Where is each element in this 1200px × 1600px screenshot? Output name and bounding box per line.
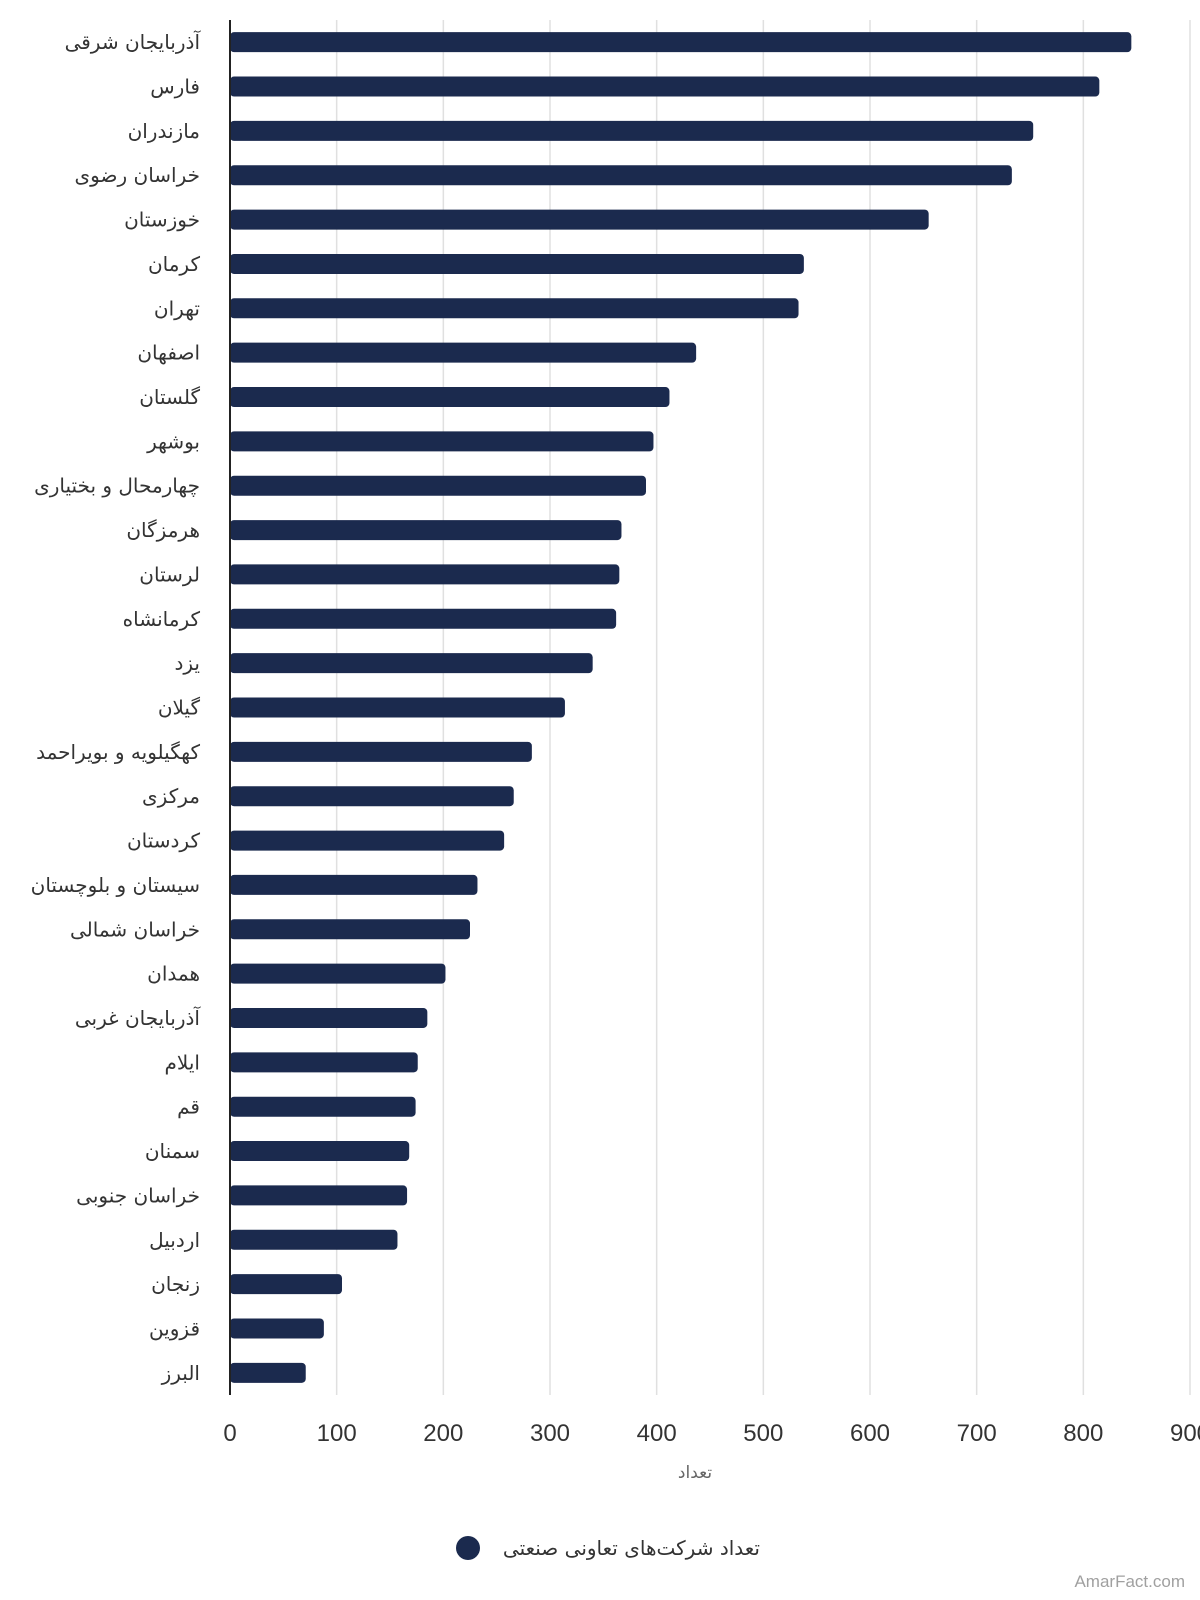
bar-2 bbox=[230, 120, 1034, 141]
bar-30 bbox=[230, 1362, 306, 1383]
bar-19 bbox=[230, 874, 478, 895]
category-label-23: ایلام bbox=[165, 1050, 200, 1074]
credit-text: AmarFact.com bbox=[1074, 1572, 1185, 1591]
bar-21 bbox=[230, 963, 446, 984]
category-label-12: لرستان bbox=[139, 562, 200, 586]
bar-24 bbox=[230, 1096, 416, 1117]
category-label-13: کرمانشاه bbox=[123, 607, 201, 631]
category-label-14: یزد bbox=[174, 651, 200, 675]
bar-26 bbox=[230, 1185, 408, 1206]
bar-20 bbox=[230, 919, 470, 940]
category-label-5: کرمان bbox=[148, 252, 201, 276]
gridlines bbox=[335, 20, 1191, 1395]
category-label-4: خوزستان bbox=[124, 208, 200, 232]
bar-27 bbox=[230, 1229, 398, 1250]
category-label-1: فارس bbox=[150, 75, 200, 99]
category-label-8: گلستان bbox=[139, 385, 200, 409]
bar-25 bbox=[230, 1141, 410, 1162]
x-axis-tick-labels: 0 100 200 300 400 500 600 700 800 900 bbox=[223, 1420, 1200, 1447]
bar-6 bbox=[230, 298, 799, 319]
category-label-11: هرمزگان bbox=[126, 518, 200, 542]
category-label-27: اردبیل bbox=[149, 1228, 200, 1252]
bar-17 bbox=[230, 786, 514, 807]
bar-4 bbox=[230, 209, 929, 230]
category-label-22: آذربایجان غربی bbox=[75, 1005, 202, 1030]
x-tick-label-600: 600 bbox=[850, 1420, 890, 1447]
x-tick-label-0: 0 bbox=[223, 1420, 236, 1447]
legend-marker bbox=[456, 1536, 480, 1560]
bar-13 bbox=[230, 608, 617, 629]
bar-12 bbox=[230, 564, 620, 585]
category-label-29: قزوین bbox=[149, 1316, 200, 1340]
category-label-7: اصفهان bbox=[137, 341, 200, 365]
bar-28 bbox=[230, 1274, 342, 1295]
bar-5 bbox=[230, 253, 804, 274]
category-label-9: بوشهر bbox=[146, 429, 200, 453]
category-labels: آذربایجان شرقی فارس مازندران خراسان رضوی خوز… bbox=[31, 29, 202, 1385]
bar-7 bbox=[230, 342, 697, 363]
category-label-21: همدان bbox=[147, 962, 200, 986]
bars bbox=[230, 32, 1132, 1383]
category-label-17: مرکزی bbox=[142, 784, 200, 808]
x-tick-label-200: 200 bbox=[423, 1420, 463, 1447]
bar-3 bbox=[230, 165, 1012, 186]
category-label-0: آذربایجان شرقی bbox=[65, 29, 202, 54]
bar-11 bbox=[230, 520, 622, 541]
x-tick-label-300: 300 bbox=[530, 1420, 570, 1447]
category-label-15: گیلان bbox=[158, 696, 201, 720]
bar-18 bbox=[230, 830, 505, 851]
bar-15 bbox=[230, 697, 565, 718]
category-label-10: چهارمحال و بختیاری bbox=[34, 474, 200, 498]
x-tick-label-500: 500 bbox=[743, 1420, 783, 1447]
bar-23 bbox=[230, 1052, 418, 1073]
category-label-6: تهران bbox=[154, 296, 200, 320]
bar-9 bbox=[230, 431, 654, 452]
category-label-30: البرز bbox=[161, 1361, 200, 1385]
category-label-26: خراسان جنوبی bbox=[76, 1183, 200, 1207]
x-tick-label-400: 400 bbox=[637, 1420, 677, 1447]
bar-10 bbox=[230, 475, 646, 496]
bar-0 bbox=[230, 32, 1132, 53]
x-axis-title: تعداد bbox=[678, 1463, 712, 1483]
bar-14 bbox=[230, 653, 593, 674]
category-label-19: سیستان و بلوچستان bbox=[31, 873, 200, 897]
category-label-24: قم bbox=[177, 1095, 200, 1119]
legend-label: تعداد شرکت‌های تعاونی صنعتی bbox=[503, 1536, 760, 1560]
category-label-28: زنجان bbox=[151, 1272, 200, 1296]
category-label-18: کردستان bbox=[127, 829, 201, 853]
bar-8 bbox=[230, 387, 670, 408]
category-label-20: خراسان شمالی bbox=[70, 917, 200, 941]
bar-1 bbox=[230, 76, 1100, 97]
x-tick-label-700: 700 bbox=[957, 1420, 997, 1447]
x-tick-label-800: 800 bbox=[1063, 1420, 1103, 1447]
bar-22 bbox=[230, 1007, 428, 1028]
x-tick-label-900: 900 bbox=[1170, 1420, 1200, 1447]
x-tick-label-100: 100 bbox=[317, 1420, 357, 1447]
category-label-3: خراسان رضوی bbox=[75, 163, 200, 187]
category-label-2: مازندران bbox=[128, 119, 200, 143]
category-label-16: کهگیلویه و بویراحمد bbox=[36, 740, 200, 764]
legend[interactable]: تعداد شرکت‌های تعاونی صنعتی bbox=[456, 1536, 760, 1560]
bar-29 bbox=[230, 1318, 324, 1339]
category-label-25: سمنان bbox=[145, 1139, 200, 1163]
bar-16 bbox=[230, 741, 532, 762]
